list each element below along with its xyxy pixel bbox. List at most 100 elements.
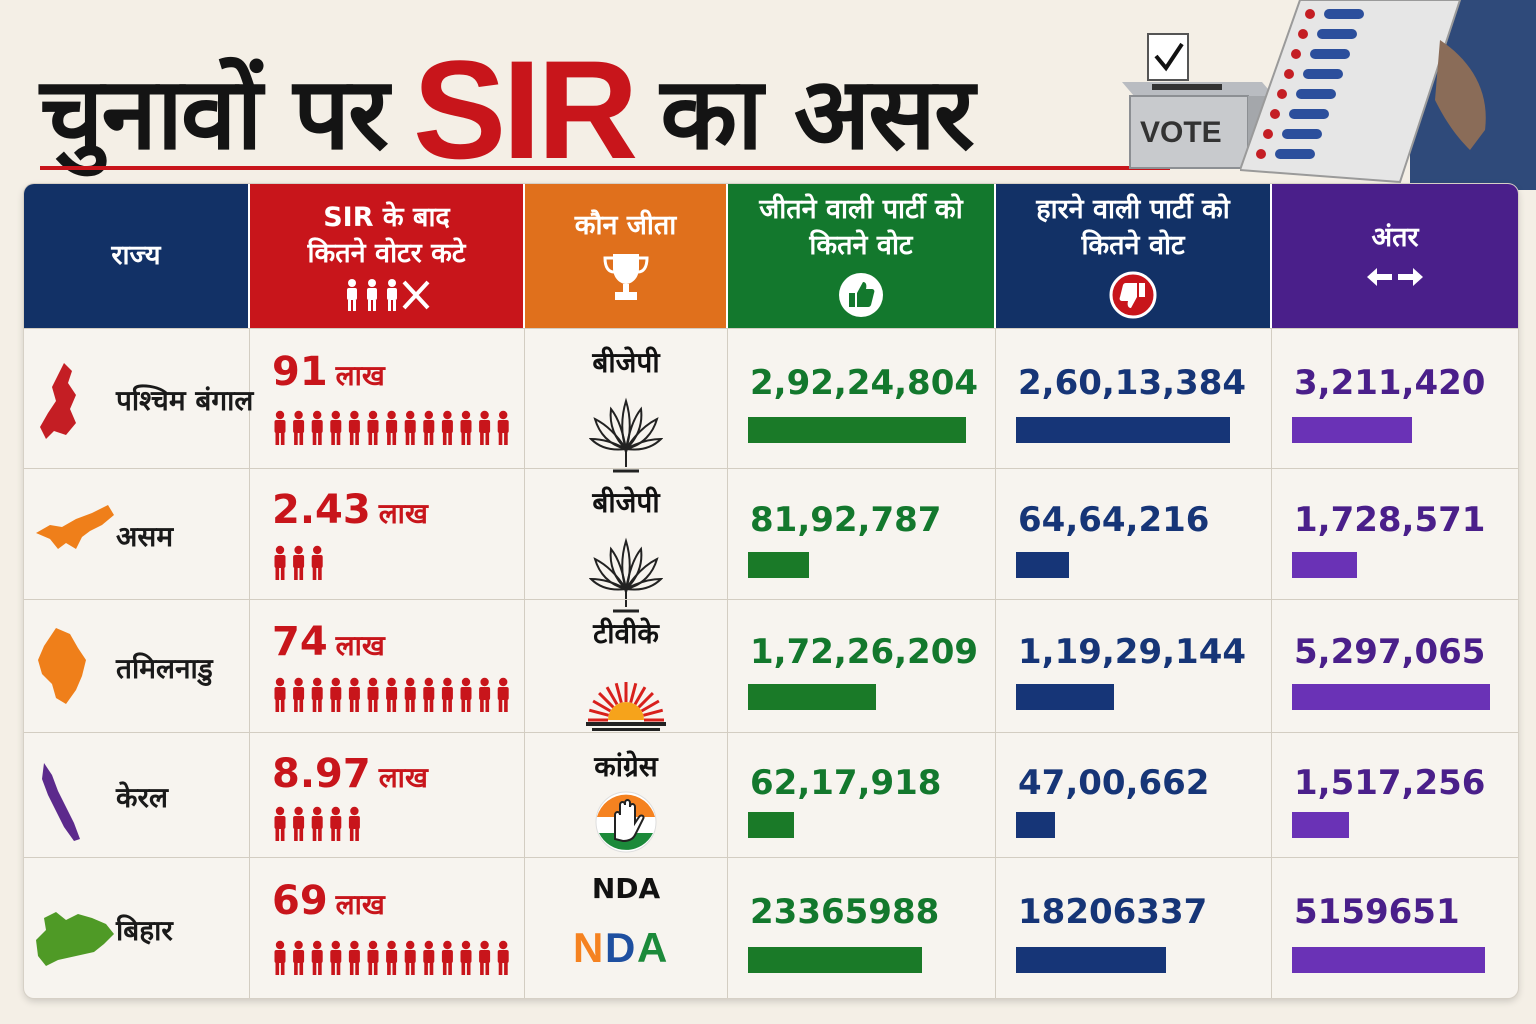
win-votes-value: 81,92,787: [750, 500, 942, 540]
lose-votes-value: 2,60,13,384: [1018, 363, 1247, 403]
removed-unit: लाख: [378, 761, 428, 794]
nda-logo-d: D: [605, 926, 635, 968]
removed-unit: लाख: [335, 629, 385, 662]
lose-votes-cell: 47,00,662: [996, 733, 1272, 858]
winner-name: टीवीके: [593, 617, 659, 650]
margin-cell: 1,517,256: [1272, 733, 1518, 858]
winner-name: NDA: [591, 872, 661, 905]
results-table: राज्य SIR के बाद कितने वोटर कटे कौन जीता: [24, 184, 1518, 998]
removed-cell: 2.43 लाख: [250, 469, 525, 600]
header-lose-votes-label: हारने वाली पार्टी को कितने वोट: [1036, 194, 1230, 261]
margin-cell: 3,211,420: [1272, 329, 1518, 469]
margin-value: 3,211,420: [1294, 363, 1486, 403]
removed-unit: लाख: [335, 888, 385, 921]
removed-value: 8.97 लाख: [272, 751, 428, 797]
win-votes-cell: 2,92,24,804: [728, 329, 996, 469]
state-cell: पश्चिम बंगाल: [24, 329, 254, 469]
people-icons: [274, 940, 509, 975]
win-votes-cell: 81,92,787: [728, 469, 996, 600]
state-map-icon: [42, 763, 80, 841]
margin-bar: [1292, 417, 1412, 443]
nda-logo-icon: N D A: [573, 926, 667, 968]
title-underline: [40, 166, 1170, 170]
win-votes-value: 23365988: [750, 892, 940, 932]
margin-bar: [1292, 684, 1490, 710]
header-win-votes: जीतने वाली पार्टी को कितने वोट: [728, 184, 996, 328]
title-part-1: चुनावों पर: [40, 55, 389, 172]
margin-bar: [1292, 552, 1357, 578]
win-votes-bar: [748, 684, 876, 710]
header-margin-label: अंतर: [1371, 222, 1419, 253]
rising-sun-symbol-icon: [586, 682, 666, 731]
header-winner: कौन जीता: [525, 184, 728, 328]
nda-logo-n: N: [573, 926, 603, 968]
win-votes-value: 62,17,918: [750, 763, 942, 803]
table-row: बिहार 69 लाख NDA N D A 23365988 18206337 …: [24, 857, 1518, 998]
removed-number: 2.43: [272, 487, 371, 533]
removed-cell: 8.97 लाख: [250, 733, 525, 858]
lose-votes-cell: 64,64,216: [996, 469, 1272, 600]
header-state: राज्य: [24, 184, 250, 328]
win-votes-value: 2,92,24,804: [750, 363, 979, 403]
header-win-votes-label: जीतने वाली पार्टी को कितने वोट: [759, 194, 963, 261]
margin-bar: [1292, 812, 1349, 838]
win-votes-bar: [748, 812, 794, 838]
lose-votes-bar: [1016, 684, 1114, 710]
table-row: तमिलनाडु 74 लाख टीवीके 1,72,26,209 1,19,2…: [24, 599, 1518, 733]
removed-value: 2.43 लाख: [272, 487, 428, 533]
state-cell: केरल: [24, 733, 250, 858]
win-votes-bar: [748, 947, 922, 973]
winner-cell: बीजेपी: [525, 469, 728, 613]
trophy-icon: [602, 254, 649, 300]
state-map-icon: [36, 505, 114, 549]
lose-votes-value: 64,64,216: [1018, 500, 1210, 540]
removed-unit: लाख: [335, 359, 385, 392]
winner-cell: टीवीके: [525, 600, 728, 733]
removed-value: 69 लाख: [272, 878, 385, 924]
removed-number: 69: [272, 878, 328, 924]
vote-label: VOTE: [1140, 116, 1222, 149]
removed-value: 74 लाख: [272, 619, 385, 665]
evm-machine-icon: [1240, 0, 1536, 190]
header-margin: अंतर: [1272, 184, 1518, 328]
margin-value: 5,297,065: [1294, 632, 1486, 672]
margin-value: 1,728,571: [1294, 500, 1486, 540]
state-name: पश्चिम बंगाल: [116, 384, 254, 417]
win-votes-cell: 1,72,26,209: [728, 600, 996, 733]
title-part-3: का असर: [660, 55, 974, 172]
lose-votes-value: 47,00,662: [1018, 763, 1210, 803]
nda-logo-a: A: [637, 926, 667, 968]
thumbs-down-icon: [1109, 271, 1157, 319]
table-row: केरल 8.97 लाख कांग्रेस 62,17,918 47,00,66…: [24, 732, 1518, 858]
margin-value: 1,517,256: [1294, 763, 1486, 803]
table-row: पश्चिम बंगाल 91 लाख बीजेपी 2,92,24: [24, 328, 1518, 473]
state-name: असम: [116, 520, 174, 553]
people-removed-icon: [346, 279, 429, 311]
win-votes-bar: [748, 417, 966, 443]
margin-value: 5159651: [1294, 892, 1460, 932]
removed-cell: 69 लाख: [250, 858, 525, 998]
lose-votes-bar: [1016, 552, 1069, 578]
header-lose-votes: हारने वाली पार्टी को कितने वोट: [996, 184, 1272, 328]
table-header: राज्य SIR के बाद कितने वोटर कटे कौन जीता: [24, 184, 1518, 328]
state-name: तमिलनाडु: [116, 652, 213, 685]
hand-symbol-icon: [595, 791, 657, 853]
lose-votes-cell: 1,19,29,144: [996, 600, 1272, 733]
thumbs-up-icon: [839, 273, 883, 317]
state-cell: तमिलनाडु: [24, 600, 250, 733]
removed-cell: 74 लाख: [250, 600, 525, 733]
lose-votes-bar: [1016, 417, 1230, 443]
margin-cell: 5159651: [1272, 858, 1518, 998]
win-votes-value: 1,72,26,209: [750, 632, 979, 672]
ballot-box-icon: VOTE: [1122, 33, 1274, 169]
people-icons: [274, 677, 509, 712]
state-name: केरल: [116, 781, 168, 814]
lotus-symbol-icon: [589, 537, 663, 613]
state-map-icon: [40, 363, 76, 439]
lose-votes-bar: [1016, 812, 1055, 838]
people-icons: [274, 410, 509, 445]
double-arrow-icon: [1367, 268, 1423, 286]
removed-unit: लाख: [378, 497, 428, 530]
win-votes-cell: 23365988: [728, 858, 996, 998]
winner-cell: बीजेपी: [525, 329, 728, 473]
